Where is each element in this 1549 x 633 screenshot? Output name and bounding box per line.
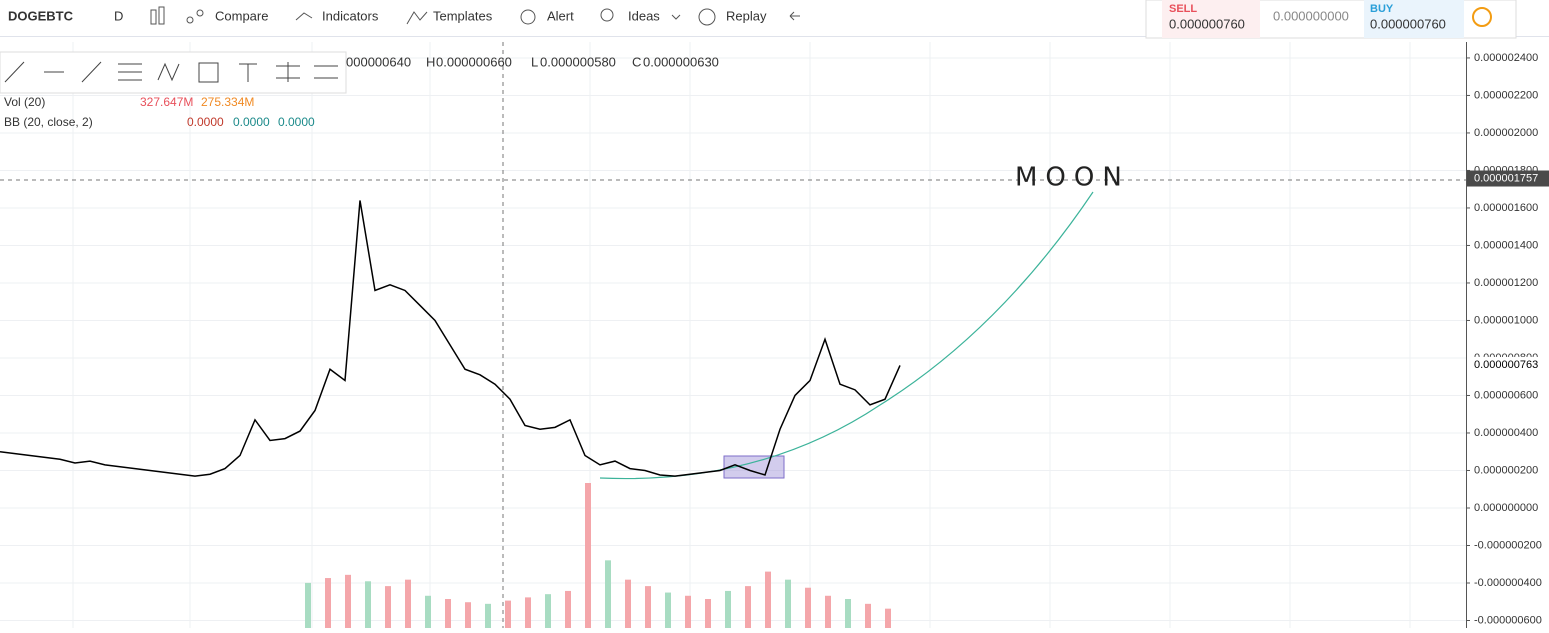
volume-bar	[805, 587, 811, 628]
volume-bar	[625, 579, 631, 628]
study-value: 275.334M	[201, 95, 254, 109]
volume-bar	[645, 586, 651, 628]
y-tick-label: 0.000000600	[1474, 389, 1538, 401]
volume-bar	[685, 595, 691, 628]
toolbar-button[interactable]: Indicators	[322, 8, 379, 23]
volume-bar	[365, 581, 371, 628]
volume-bar	[585, 483, 591, 628]
volume-bar	[445, 599, 451, 628]
volume-bar	[305, 582, 311, 628]
ohlc-value: 0.000000660	[436, 54, 512, 69]
y-tick-label: 0.000000400	[1474, 427, 1538, 439]
volume-bar	[705, 599, 711, 628]
volume-bar	[345, 574, 351, 628]
volume-bar	[385, 586, 391, 628]
study-name[interactable]: Vol (20)	[4, 95, 45, 109]
volume-bar	[845, 599, 851, 628]
toolbar-button[interactable]: Replay	[726, 8, 767, 23]
y-tick-label: -0.000000600	[1474, 614, 1542, 626]
volume-bar	[605, 560, 611, 628]
sell-button[interactable]	[1162, 0, 1260, 38]
price-label-bg	[1467, 356, 1549, 373]
buy-button[interactable]	[1364, 0, 1464, 38]
volume-bar	[465, 602, 471, 628]
price-line	[0, 200, 901, 477]
y-tick-label: 0.000002400	[1474, 52, 1538, 64]
y-tick-label: -0.000000200	[1474, 539, 1542, 551]
symbol[interactable]: DOGEBTC	[8, 8, 74, 23]
price-label: 0.000000763	[1474, 359, 1538, 371]
toolbar-button[interactable]: Ideas	[628, 8, 660, 23]
volume-bar	[725, 590, 731, 628]
buy-label: BUY	[1370, 3, 1394, 15]
volume-bar	[665, 592, 671, 628]
ohlc-key: H	[426, 54, 435, 69]
y-tick-label: 0.000001200	[1474, 277, 1538, 289]
volume-bar	[325, 578, 331, 628]
volume-bar	[425, 595, 431, 628]
sell-price: 0.000000760	[1169, 16, 1245, 31]
volume-bar	[405, 579, 411, 628]
volume-bar	[885, 608, 891, 628]
annotation[interactable]: MOON	[1015, 163, 1130, 193]
volume-bar	[485, 603, 491, 628]
study-value: 0.0000	[233, 115, 270, 129]
interval[interactable]: D	[114, 8, 123, 23]
study-value: 0.0000	[187, 115, 224, 129]
ohlc-value: 0.000000580	[540, 54, 616, 69]
y-tick-label: 0.000002000	[1474, 127, 1538, 139]
volume-bar	[565, 590, 571, 628]
volume-bar	[825, 595, 831, 628]
ohlc-key: L	[531, 54, 538, 69]
y-tick-label: 0.000000200	[1474, 464, 1538, 476]
volume-bar	[505, 600, 511, 628]
toolbar-button[interactable]: Alert	[547, 8, 574, 23]
y-tick-label: -0.000000400	[1474, 577, 1542, 589]
ohlc-key: C	[632, 54, 641, 69]
moon-curve[interactable]	[599, 191, 1094, 480]
y-tick-label: 0.000000000	[1474, 502, 1538, 514]
ohlc-value: 0.000000630	[643, 54, 719, 69]
study-value: 327.647M	[140, 95, 193, 109]
volume-bar	[765, 571, 771, 628]
y-tick-label: 0.000001000	[1474, 314, 1538, 326]
volume-bar	[865, 603, 871, 628]
y-tick-label: 0.000002200	[1474, 89, 1538, 101]
volume-bar	[525, 597, 531, 628]
sell-label: SELL	[1169, 3, 1197, 15]
toolbar-icons	[150, 6, 800, 26]
drawing-tools	[4, 61, 338, 83]
ohlc-value: 000000640	[346, 54, 411, 69]
volume-bar	[745, 586, 751, 628]
volume-bar	[785, 579, 791, 628]
toolbar-button[interactable]: Templates	[433, 8, 493, 23]
buy-price: 0.000000760	[1370, 16, 1446, 31]
study-value: 0.0000	[278, 115, 315, 129]
toolbar-button[interactable]: Compare	[215, 8, 268, 23]
y-tick-label: 0.000001600	[1474, 202, 1538, 214]
volume-bar	[545, 594, 551, 628]
price-label: 0.000001757	[1474, 172, 1538, 184]
y-tick-label: 0.000001400	[1474, 239, 1538, 251]
spread: 0.000000000	[1273, 8, 1349, 23]
info-icon[interactable]	[1472, 7, 1492, 27]
study-name[interactable]: BB (20, close, 2)	[4, 115, 93, 129]
price-label-bg	[1467, 170, 1549, 187]
